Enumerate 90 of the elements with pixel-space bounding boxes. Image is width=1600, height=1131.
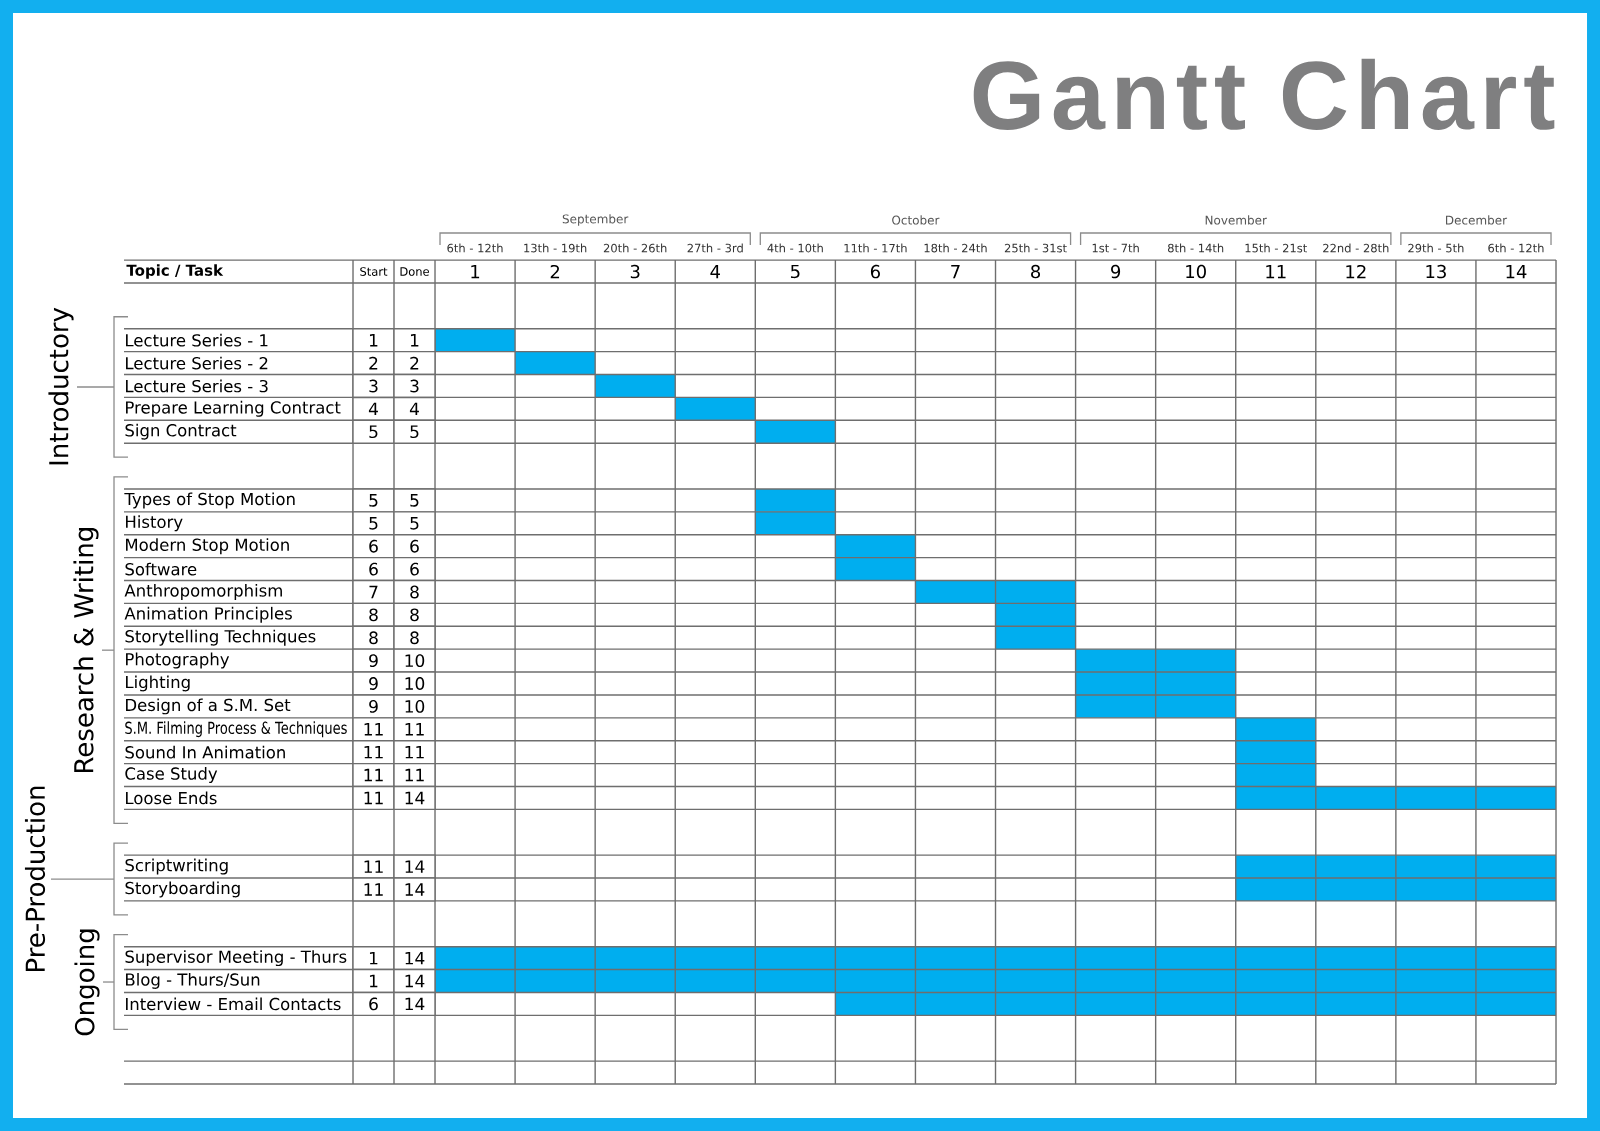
data-label: 8	[369, 608, 378, 622]
data-label: 6	[369, 562, 378, 576]
text: Pre-Production	[24, 786, 46, 972]
text: Research & Writing	[73, 528, 99, 773]
data-label: 9	[369, 654, 378, 668]
y-tick-label: Types of Stop Motion	[124, 492, 295, 509]
data-label: 3	[369, 379, 378, 393]
data-label: 8	[369, 631, 378, 645]
data-label: 10	[405, 654, 425, 668]
y-tick-label: Sound In Animation	[125, 745, 285, 759]
data-label: 5	[410, 425, 419, 439]
y-tick-label: Lecture Series - 2	[126, 356, 268, 370]
data-label: 5	[369, 516, 378, 530]
data-label: 2	[410, 356, 419, 370]
text: Introductory	[48, 307, 74, 465]
y-tick-label: Scriptwriting	[125, 858, 228, 875]
bar	[515, 351, 596, 375]
y-tick-label: Blog - Thurs/Sun	[126, 973, 260, 989]
bar	[1235, 878, 1557, 901]
data-label: 6	[410, 539, 419, 553]
y-tick-label: Prepare Learning Contract	[126, 400, 341, 417]
data-label: 7	[369, 585, 378, 599]
data-label: 5	[369, 425, 378, 439]
data-label: 6	[369, 539, 378, 553]
data-label: 8	[410, 631, 419, 645]
y-tick-label: Modern Stop Motion	[126, 538, 289, 555]
data-label: 11	[405, 745, 424, 759]
data-label: 11	[405, 723, 424, 736]
data-label: 14	[405, 997, 425, 1011]
y-axis-title: Topic / Task	[126, 264, 224, 279]
y-tick-label: S.M. Filming Process & Techniques	[125, 721, 347, 738]
y-tick-label: Supervisor Meeting - Thurs	[125, 950, 347, 967]
data-label: 1	[369, 974, 378, 988]
data-label: 14	[405, 883, 425, 896]
bar	[675, 397, 756, 421]
data-label: 3	[410, 379, 419, 393]
x-tick-label: Start	[360, 267, 388, 276]
bar	[755, 488, 836, 512]
y-tick-label: Photography	[126, 652, 230, 669]
data-label: 1	[369, 951, 378, 965]
bar	[755, 511, 836, 535]
data-label: 11	[364, 723, 383, 736]
y-tick-label: Anthropomorphism	[124, 583, 282, 600]
text: Ongoing	[74, 929, 100, 1036]
data-label: 4	[368, 402, 378, 416]
data-label: 14	[405, 951, 425, 965]
bar	[595, 374, 676, 398]
bar	[755, 420, 836, 444]
x-tick-label: Done	[400, 267, 430, 276]
data-label: 11	[364, 791, 383, 805]
bar	[1075, 672, 1236, 695]
y-tick-label: Software	[125, 562, 197, 576]
data-label: 8	[410, 585, 419, 599]
data-label: 11	[364, 768, 383, 782]
data-label: 1	[410, 334, 419, 347]
y-tick-label: Lecture Series - 1	[126, 333, 268, 347]
y-tick-label: History	[126, 515, 183, 532]
data-label: 9	[369, 677, 378, 690]
data-label: 14	[405, 791, 425, 805]
data-label: 10	[405, 699, 425, 713]
data-label: 2	[369, 356, 378, 370]
y-tick-label: Design of a S.M. Set	[126, 698, 291, 715]
data-label: 5	[369, 494, 378, 507]
y-tick-label: Storytelling Techniques	[125, 629, 316, 646]
data-label: 1	[369, 334, 378, 347]
bar	[1075, 649, 1236, 673]
y-tick-label: Animation Principles	[124, 606, 292, 623]
y-tick-label: Lecture Series - 3	[126, 379, 268, 393]
data-label: 14	[405, 974, 425, 988]
data-label: 11	[364, 883, 383, 896]
data-label: 14	[405, 860, 425, 873]
data-label: 6	[410, 562, 419, 576]
data-label: 5	[410, 494, 419, 507]
data-label: 4	[409, 402, 419, 416]
data-label: 6	[369, 997, 378, 1011]
data-label: 10	[405, 677, 425, 690]
data-label: 5	[410, 516, 419, 530]
y-tick-label: Lighting	[126, 675, 190, 692]
y-tick-label: Interview - Email Contacts	[126, 997, 341, 1011]
data-label: 9	[369, 699, 378, 713]
data-label: 11	[405, 768, 424, 782]
y-tick-label: Sign Contract	[125, 423, 237, 440]
y-tick-label: Case Study	[125, 767, 218, 784]
y-tick-label: Loose Ends	[126, 791, 217, 805]
bar	[1075, 694, 1236, 718]
bar	[1235, 855, 1557, 879]
y-tick-label: Storyboarding	[125, 881, 240, 898]
data-label: 11	[364, 745, 383, 759]
data-label: 8	[410, 608, 419, 622]
data-label: 11	[364, 860, 383, 873]
